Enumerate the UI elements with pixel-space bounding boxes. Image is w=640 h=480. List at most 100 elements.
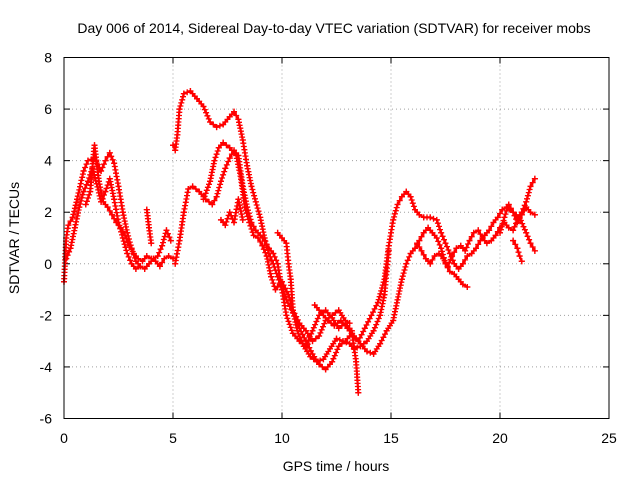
data-point [91, 142, 98, 149]
data-point [287, 276, 294, 283]
data-point [333, 335, 340, 342]
data-point [313, 358, 320, 365]
data-point [475, 227, 482, 234]
data-point [416, 211, 423, 218]
series-line [174, 149, 360, 394]
data-point [377, 312, 384, 319]
data-point [459, 260, 466, 267]
data-point [527, 240, 534, 247]
data-point [148, 240, 155, 247]
data-point [425, 224, 432, 231]
series-track-d [143, 206, 155, 247]
x-tick-label: 5 [169, 430, 177, 446]
data-point [383, 327, 390, 334]
data-point [285, 260, 292, 267]
data-point [172, 147, 179, 154]
data-point [531, 211, 538, 218]
data-point [464, 253, 471, 260]
data-point [274, 260, 281, 267]
data-point [531, 175, 538, 182]
data-point [146, 260, 153, 267]
data-point [65, 222, 72, 229]
grid-layer [64, 57, 609, 419]
data-point [124, 250, 131, 257]
data-point [180, 209, 187, 216]
data-point [462, 247, 469, 254]
data-point [80, 188, 87, 195]
data-point [82, 201, 89, 208]
data-point [446, 268, 453, 275]
data-point [152, 258, 159, 265]
data-point [488, 237, 495, 244]
data-point [431, 253, 438, 260]
data-point [403, 260, 410, 267]
x-tick-label: 20 [492, 430, 508, 446]
data-point [220, 121, 227, 128]
y-tick-label: 2 [44, 204, 52, 220]
data-point [84, 178, 91, 185]
data-point [518, 258, 525, 265]
data-point [143, 253, 150, 260]
data-point [102, 188, 109, 195]
data-point [279, 286, 285, 293]
data-point [490, 219, 497, 226]
data-point [407, 193, 414, 200]
data-point [370, 327, 377, 334]
data-point [119, 209, 126, 216]
data-point [364, 338, 371, 345]
series-track-c [82, 142, 176, 270]
data-point [322, 366, 329, 373]
data-point [241, 204, 248, 211]
data-point [311, 302, 318, 309]
data-point [207, 178, 214, 185]
data-point [126, 242, 133, 249]
data-point [146, 224, 153, 231]
data-point [427, 260, 434, 267]
data-point [427, 214, 434, 221]
plus-markers [497, 201, 538, 236]
data-point [165, 253, 172, 260]
data-point [180, 90, 187, 97]
data-point [457, 242, 464, 249]
data-point [122, 232, 129, 239]
data-point [170, 142, 176, 149]
data-point [527, 183, 534, 190]
data-point [294, 327, 301, 334]
y-tick-label: 0 [44, 256, 52, 272]
data-point [335, 307, 342, 314]
data-point [209, 201, 216, 208]
data-point [438, 229, 445, 236]
data-point [141, 265, 148, 272]
data-point [213, 193, 220, 200]
data-point [279, 235, 285, 241]
data-point [139, 258, 146, 265]
data-point [403, 188, 410, 195]
series-line [416, 177, 536, 268]
data-point [390, 216, 397, 223]
data-point [398, 276, 405, 283]
data-point [255, 235, 262, 241]
data-point [244, 162, 251, 169]
data-point [174, 131, 181, 138]
data-point [531, 247, 538, 254]
data-point [71, 224, 78, 231]
data-point [279, 278, 285, 285]
data-point [355, 389, 362, 396]
data-point [239, 137, 246, 144]
data-point [226, 113, 233, 120]
data-point [148, 255, 155, 262]
data-point [350, 345, 357, 352]
data-point [466, 237, 473, 244]
data-point [374, 299, 381, 306]
data-point [220, 139, 227, 146]
data-point [289, 307, 296, 314]
data-point [451, 260, 458, 267]
data-point [187, 88, 194, 95]
data-point [252, 227, 259, 234]
data-point [137, 263, 144, 270]
data-point [418, 247, 425, 254]
data-point [231, 219, 238, 226]
data-point [433, 235, 440, 241]
data-point [309, 338, 316, 345]
